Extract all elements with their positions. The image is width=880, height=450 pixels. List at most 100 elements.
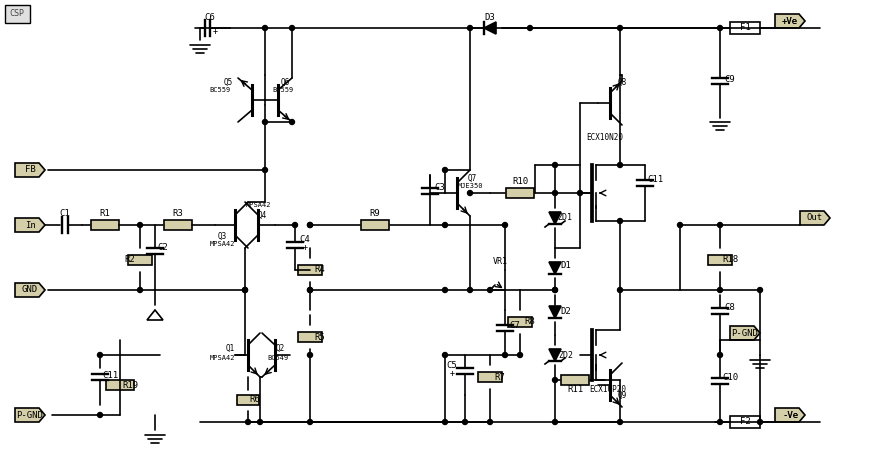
Text: R18: R18	[722, 256, 738, 265]
Text: C6: C6	[205, 14, 216, 22]
Polygon shape	[484, 22, 496, 34]
Polygon shape	[15, 218, 45, 232]
Text: C11: C11	[647, 176, 663, 184]
Text: BC559: BC559	[209, 87, 231, 93]
FancyBboxPatch shape	[91, 220, 119, 230]
Text: -Ve: -Ve	[782, 410, 798, 419]
Circle shape	[137, 222, 143, 228]
Text: MPSA42: MPSA42	[246, 202, 271, 208]
FancyBboxPatch shape	[730, 416, 760, 428]
Text: D1: D1	[561, 261, 571, 270]
FancyBboxPatch shape	[298, 265, 322, 275]
Polygon shape	[549, 212, 561, 224]
Text: C4: C4	[299, 235, 311, 244]
FancyBboxPatch shape	[5, 5, 30, 23]
Circle shape	[307, 352, 312, 357]
Text: C2: C2	[158, 243, 168, 252]
Circle shape	[717, 26, 722, 31]
Text: R19: R19	[122, 381, 138, 390]
FancyBboxPatch shape	[730, 22, 760, 34]
FancyBboxPatch shape	[298, 332, 322, 342]
Text: Q6: Q6	[281, 77, 290, 86]
Text: C10: C10	[722, 374, 738, 382]
Circle shape	[137, 288, 143, 292]
Circle shape	[618, 162, 622, 167]
Text: F2: F2	[739, 418, 751, 427]
Text: R1: R1	[99, 208, 110, 217]
Text: BC559: BC559	[273, 87, 294, 93]
FancyBboxPatch shape	[237, 395, 259, 405]
Polygon shape	[15, 408, 45, 422]
Text: Q3: Q3	[217, 231, 227, 240]
Text: C8: C8	[724, 303, 736, 312]
Circle shape	[717, 222, 722, 228]
Text: R6: R6	[250, 396, 260, 405]
Text: R3: R3	[172, 208, 183, 217]
Circle shape	[307, 222, 312, 228]
Text: C5: C5	[447, 361, 458, 370]
Circle shape	[290, 26, 295, 31]
Circle shape	[488, 288, 493, 292]
FancyBboxPatch shape	[128, 255, 152, 265]
Text: F1: F1	[739, 23, 751, 32]
Circle shape	[243, 288, 247, 292]
Circle shape	[553, 190, 558, 195]
Circle shape	[717, 352, 722, 357]
Text: ECX10P20: ECX10P20	[590, 386, 627, 395]
Circle shape	[553, 162, 558, 167]
Polygon shape	[775, 14, 805, 28]
Polygon shape	[775, 408, 805, 422]
Text: Q5: Q5	[224, 77, 232, 86]
Text: D2: D2	[561, 307, 571, 316]
Polygon shape	[147, 310, 163, 320]
Text: MJE350: MJE350	[458, 183, 483, 189]
Circle shape	[463, 419, 467, 424]
Circle shape	[246, 419, 251, 424]
Text: BC549: BC549	[268, 355, 289, 361]
Text: C1: C1	[60, 208, 70, 217]
Circle shape	[618, 219, 622, 224]
FancyBboxPatch shape	[361, 220, 389, 230]
Text: ZD1: ZD1	[558, 213, 573, 222]
Text: Q9: Q9	[618, 391, 627, 400]
Circle shape	[553, 378, 558, 382]
Circle shape	[98, 352, 102, 357]
FancyBboxPatch shape	[164, 220, 192, 230]
Text: Q4: Q4	[257, 211, 267, 220]
Circle shape	[488, 419, 493, 424]
Circle shape	[467, 288, 473, 292]
Circle shape	[262, 120, 268, 125]
Text: Q2: Q2	[275, 343, 284, 352]
Circle shape	[98, 413, 102, 418]
Circle shape	[443, 167, 448, 172]
Circle shape	[577, 190, 583, 195]
Circle shape	[678, 222, 683, 228]
Text: CSP: CSP	[10, 9, 25, 18]
Text: C3: C3	[435, 184, 445, 193]
Circle shape	[618, 26, 622, 31]
Circle shape	[527, 26, 532, 31]
Circle shape	[443, 352, 448, 357]
Polygon shape	[549, 349, 561, 361]
Text: +: +	[212, 27, 217, 36]
Text: MPSA42: MPSA42	[209, 241, 235, 247]
Text: Q8: Q8	[618, 77, 627, 86]
Text: ECX10N20: ECX10N20	[586, 134, 624, 143]
Circle shape	[467, 26, 473, 31]
Text: GND: GND	[22, 285, 38, 294]
Circle shape	[517, 352, 523, 357]
Circle shape	[243, 288, 247, 292]
Polygon shape	[800, 211, 830, 225]
Circle shape	[618, 288, 622, 292]
Circle shape	[290, 120, 295, 125]
Text: C7: C7	[510, 320, 520, 329]
Text: Q7: Q7	[467, 174, 477, 183]
Text: R10: R10	[512, 176, 528, 185]
Circle shape	[467, 190, 473, 195]
Text: +Ve: +Ve	[782, 17, 798, 26]
Circle shape	[758, 419, 762, 424]
FancyBboxPatch shape	[478, 372, 502, 382]
Circle shape	[553, 288, 558, 292]
Circle shape	[307, 419, 312, 424]
Circle shape	[502, 352, 508, 357]
